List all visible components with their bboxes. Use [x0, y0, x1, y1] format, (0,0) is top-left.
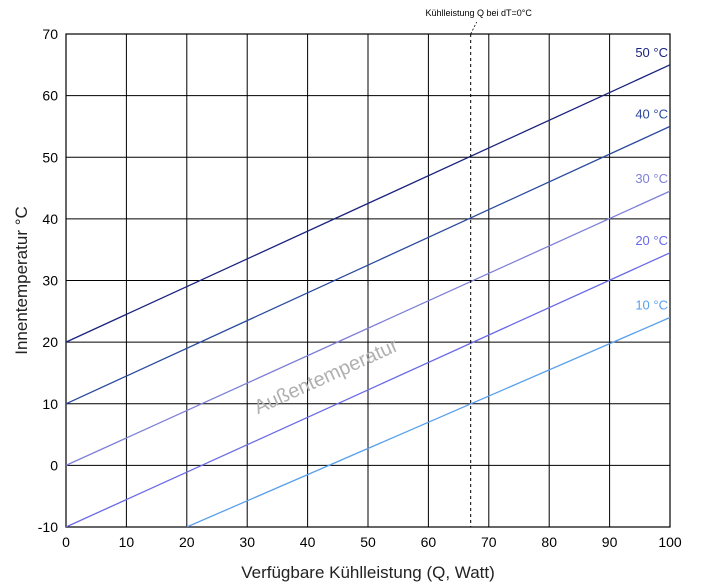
- series-line: [66, 125, 670, 405]
- reference-line-label: Kühlleistung Q bei dT=0°C: [425, 8, 532, 18]
- x-tick-label: 80: [541, 534, 557, 550]
- series-labels: 50 °C 40 °C 30 °C 20 °C 10 °C: [635, 45, 668, 313]
- series-label: 50 °C: [635, 45, 668, 60]
- series-line: [66, 64, 670, 343]
- x-tick-label: 70: [481, 534, 497, 550]
- y-tick-label: 60: [42, 88, 58, 104]
- y-tick-label: 50: [42, 149, 58, 165]
- x-tick-label: 60: [421, 534, 437, 550]
- series-label: 20 °C: [635, 233, 668, 248]
- x-tick-label: 50: [360, 534, 376, 550]
- y-axis-title: Innentemperatur °C: [12, 206, 31, 355]
- x-tick-label: 40: [300, 534, 316, 550]
- y-tick-label: 30: [42, 273, 58, 289]
- x-tick-label: 30: [239, 534, 255, 550]
- y-tick-label: 40: [42, 211, 58, 227]
- series-label: 40 °C: [635, 106, 668, 121]
- series-line: [66, 190, 670, 466]
- plot-frame: [65, 33, 671, 528]
- series-line: [66, 252, 670, 527]
- y-tick-label: 10: [42, 396, 58, 412]
- y-tick-label: 20: [42, 334, 58, 350]
- x-axis-title: Verfügbare Kühlleistung (Q, Watt): [241, 563, 495, 582]
- x-tick-label: 0: [62, 534, 70, 550]
- x-tick-label: 20: [179, 534, 195, 550]
- x-tick-label: 10: [119, 534, 135, 550]
- series-lines: [66, 64, 670, 527]
- y-tick-label: -10: [38, 519, 58, 535]
- grid: [65, 33, 671, 528]
- y-tick-label: 70: [42, 26, 58, 42]
- series-line: [186, 316, 670, 527]
- x-tick-label: 100: [658, 534, 682, 550]
- y-tick-label: 0: [50, 457, 58, 473]
- series-label: 10 °C: [635, 297, 668, 312]
- x-tick-label: 90: [602, 534, 618, 550]
- series-label: 30 °C: [635, 171, 668, 186]
- reference-line: [470, 21, 478, 527]
